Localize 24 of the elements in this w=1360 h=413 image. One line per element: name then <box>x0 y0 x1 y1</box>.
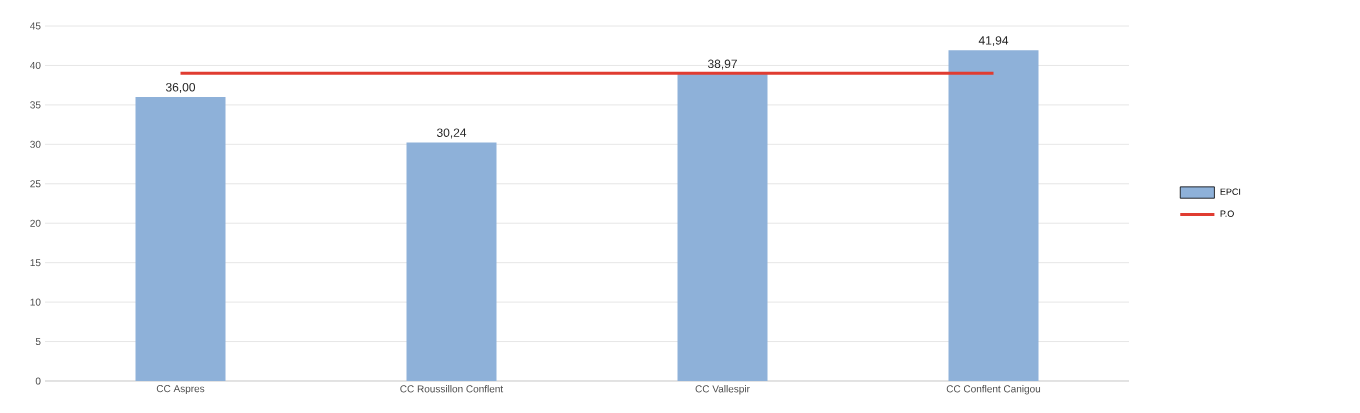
data-label: 41,94 <box>978 36 1009 47</box>
y-tick-label: 30 <box>30 140 41 148</box>
y-tick-label: 40 <box>30 61 41 69</box>
y-tick-label: 20 <box>30 219 41 227</box>
y-tick-label: 35 <box>30 101 41 109</box>
y-tick-label: 45 <box>30 22 41 30</box>
legend-label: P.O <box>1220 210 1234 217</box>
x-tick-label: CC Roussillon Conflent <box>400 385 504 393</box>
y-tick-label: 10 <box>30 298 41 306</box>
y-tick-label: 0 <box>35 377 41 385</box>
bar <box>677 73 768 381</box>
data-label: 30,24 <box>436 128 467 139</box>
y-tick-label: 5 <box>35 338 41 346</box>
y-tick-label: 15 <box>30 259 41 267</box>
y-tick-label: 25 <box>30 180 41 188</box>
x-tick-label: CC Aspres <box>156 385 205 395</box>
bar <box>406 142 497 381</box>
bar <box>135 97 226 381</box>
data-label: 38,97 <box>707 59 737 70</box>
data-label: 36,00 <box>165 83 196 93</box>
legend-label: EPCI <box>1220 188 1241 195</box>
x-tick-label: CC Conflent Canigou <box>946 385 1041 395</box>
bar <box>948 50 1039 381</box>
x-tick-label: CC Vallespir <box>695 385 750 395</box>
